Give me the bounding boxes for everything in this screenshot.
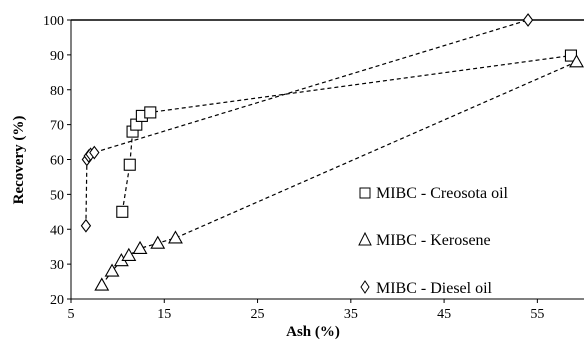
- data-point-triangle: [168, 230, 183, 244]
- series-line-1: [101, 61, 577, 286]
- data-point-triangle: [94, 277, 110, 291]
- data-point-square: [123, 158, 136, 171]
- legend-item-creosota: MIBC - Creosota oil: [359, 185, 509, 202]
- y-axis-title: Recovery (%): [11, 116, 27, 205]
- y-tick-label: 90: [50, 49, 64, 64]
- x-tick-label: 25: [251, 307, 265, 322]
- data-point-square: [116, 205, 129, 218]
- legend-triangle-marker: [358, 231, 372, 246]
- legend: MIBC - Creosota oil MIBC - Kerosene MIBC…: [358, 185, 509, 297]
- legend-label-kerosene: MIBC - Kerosene: [376, 232, 491, 249]
- data-point-triangle: [569, 54, 584, 68]
- y-tick-label: 80: [50, 84, 64, 99]
- legend-item-kerosene: MIBC - Kerosene: [358, 231, 491, 249]
- y-tick-label: 30: [50, 258, 64, 273]
- y-tick-label: 70: [50, 119, 64, 134]
- data-point-triangle: [132, 240, 148, 254]
- y-tick-label: 40: [50, 223, 64, 238]
- x-tick-label: 5: [68, 307, 75, 322]
- y-tick-label: 20: [50, 293, 64, 308]
- series-markers: [80, 13, 584, 291]
- x-tick-label: 35: [344, 307, 358, 322]
- y-tick-group: 20 30 40 50 60 70 80 90 100: [43, 14, 71, 308]
- x-tick-label: 15: [157, 307, 171, 322]
- axes: [70, 19, 584, 300]
- legend-item-diesel: MIBC - Diesel oil: [360, 280, 493, 297]
- legend-label-diesel: MIBC - Diesel oil: [376, 280, 493, 297]
- x-tick-label: 55: [530, 307, 544, 322]
- legend-label-creosota: MIBC - Creosota oil: [376, 185, 509, 202]
- y-tick-label: 60: [50, 154, 64, 169]
- y-tick-label: 50: [50, 188, 64, 203]
- legend-diamond-marker: [360, 280, 370, 294]
- data-point-diamond: [89, 145, 100, 160]
- x-tick-label: 45: [437, 307, 451, 322]
- data-point-triangle: [150, 235, 166, 249]
- legend-square-marker: [359, 187, 371, 199]
- data-point-triangle: [121, 247, 137, 261]
- data-point-triangle: [104, 263, 120, 277]
- y-tick-label: 100: [43, 14, 64, 29]
- data-point-square: [144, 106, 157, 119]
- data-point-diamond: [522, 13, 534, 27]
- x-tick-group: 5 15 25 35 45 55: [68, 299, 544, 322]
- data-point-diamond: [80, 218, 92, 233]
- x-axis-title: Ash (%): [286, 324, 340, 340]
